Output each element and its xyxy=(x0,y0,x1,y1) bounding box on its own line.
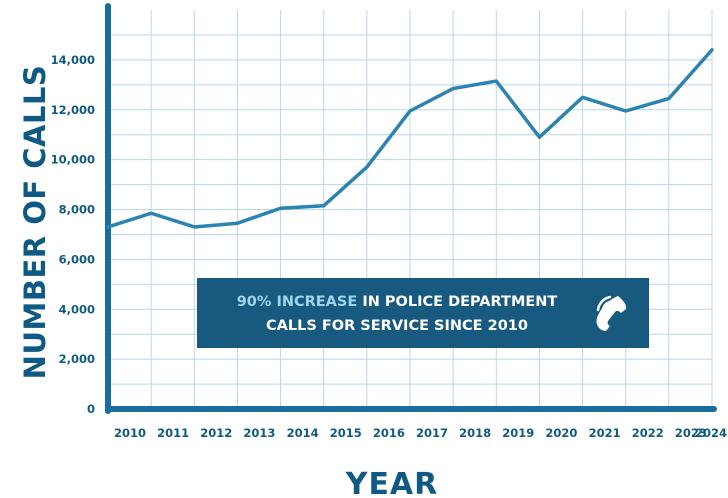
x-tick-labels: 2010 2011 2012 2013 2014 2015 2016 2017 2018 2019… xyxy=(114,426,727,440)
x-tick-label: 2020 xyxy=(545,426,577,440)
callout-box: 90% INCREASE IN POLICE DEPARTMENT CALLS … xyxy=(197,278,649,348)
y-tick-label: 0 xyxy=(87,402,95,416)
x-tick-label: 2010 xyxy=(114,426,146,440)
y-tick-labels: 0 2,000 4,000 6,000 8,000 10,000 12,000 14,000 xyxy=(51,53,95,416)
y-tick-label: 8,000 xyxy=(59,203,95,217)
axes xyxy=(105,3,717,414)
x-tick-label: 2021 xyxy=(589,426,621,440)
callout-line-1: 90% INCREASE IN POLICE DEPARTMENT xyxy=(237,294,558,310)
grid-lines xyxy=(107,10,713,409)
y-tick-label: 12,000 xyxy=(51,103,95,117)
x-tick-label: 2014 xyxy=(287,426,319,440)
y-tick-label: 4,000 xyxy=(59,302,95,316)
x-tick-label: 2018 xyxy=(459,426,491,440)
series-line xyxy=(106,48,714,229)
y-tick-label: 14,000 xyxy=(51,53,95,67)
x-tick-label: 2017 xyxy=(416,426,448,440)
y-tick-label: 2,000 xyxy=(59,352,95,366)
y-tick-label: 10,000 xyxy=(51,153,95,167)
x-tick-label: 2012 xyxy=(200,426,232,440)
x-tick-label: 2013 xyxy=(243,426,275,440)
x-tick-label: 2015 xyxy=(330,426,362,440)
callout-line-2: CALLS FOR SERVICE SINCE 2010 xyxy=(266,318,528,334)
series-line-path xyxy=(106,48,714,229)
x-tick-label: 2022 xyxy=(632,426,664,440)
y-tick-label: 6,000 xyxy=(59,252,95,266)
phone-icon xyxy=(596,295,627,331)
y-axis-label: NUMBER OF CALLS xyxy=(18,65,52,380)
x-axis-label: YEAR xyxy=(345,467,439,498)
callout-line-1-rest: IN POLICE DEPARTMENT xyxy=(357,294,557,310)
x-tick-label: 2016 xyxy=(373,426,405,440)
x-tick-label: 2023 xyxy=(675,426,707,440)
x-tick-label: 2019 xyxy=(502,426,534,440)
x-tick-label: 2011 xyxy=(157,426,189,440)
x-tick-label: 2024 xyxy=(695,426,727,440)
callout-highlight: 90% INCREASE xyxy=(237,294,358,310)
